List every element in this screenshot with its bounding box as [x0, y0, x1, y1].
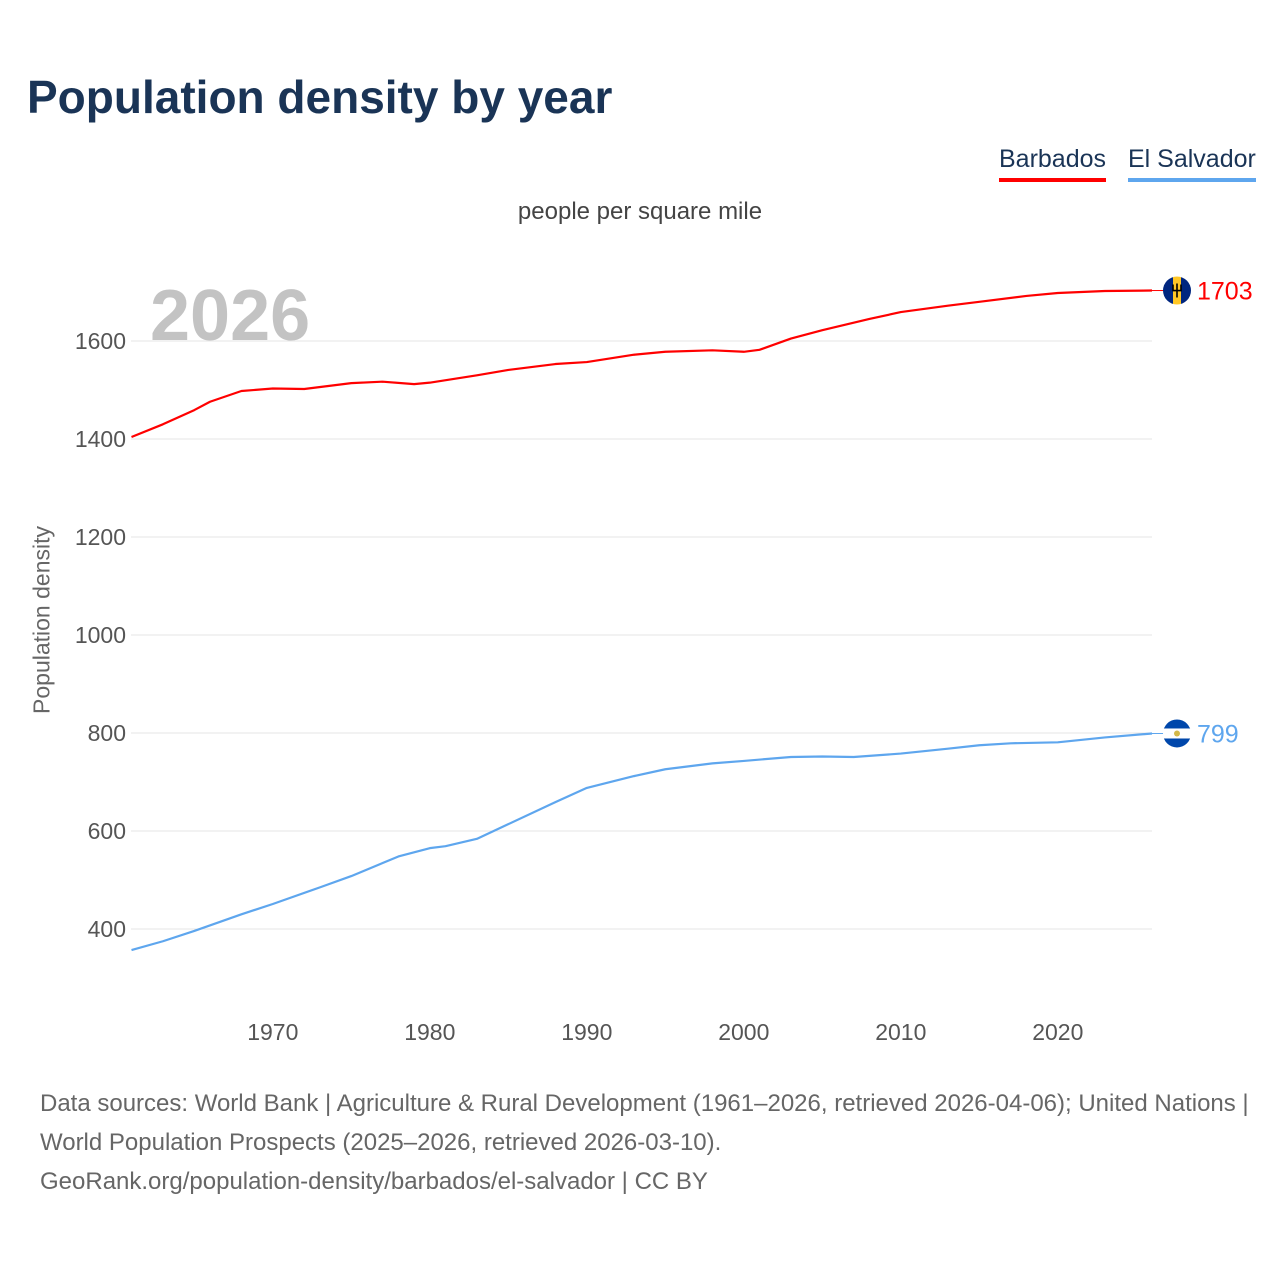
y-tick-label: 1600 — [75, 328, 126, 354]
y-tick-label: 800 — [88, 720, 126, 746]
y-tick-label: 1400 — [75, 426, 126, 452]
current-year-watermark: 2026 — [150, 276, 311, 356]
legend-item-barbados[interactable]: Barbados — [999, 145, 1107, 182]
end-value-label: 1703 — [1197, 278, 1253, 306]
chart-subtitle: people per square mile — [517, 198, 763, 225]
series-line-el-salvador — [131, 732, 1153, 952]
source-link[interactable]: GeoRank.org/population-density/barbados/… — [40, 1168, 708, 1195]
y-tick-label: 1200 — [75, 524, 126, 550]
x-tick-label: 1980 — [404, 1019, 455, 1045]
series-line-barbados — [131, 289, 1153, 439]
x-tick-label: 2020 — [1032, 1019, 1083, 1045]
x-tick-label: 2000 — [718, 1019, 769, 1045]
chart-title: Population density by year — [27, 71, 613, 123]
x-tick-label: 1970 — [247, 1019, 298, 1045]
end-value-label: 799 — [1197, 720, 1239, 748]
el-salvador-flag-icon — [1163, 719, 1191, 748]
source-text: Data sources: World Bank | Agriculture &… — [40, 1090, 1249, 1156]
x-tick-label: 2010 — [875, 1019, 926, 1045]
source-note: Data sources: World Bank | Agriculture &… — [40, 1084, 1250, 1201]
y-tick-label: 400 — [88, 916, 126, 942]
y-tick-label: 600 — [88, 818, 126, 844]
legend-item-el-salvador[interactable]: El Salvador — [1128, 145, 1256, 182]
barbados-flag-icon — [1163, 276, 1191, 305]
y-tick-label: 1000 — [75, 622, 126, 648]
x-tick-label: 1990 — [561, 1019, 612, 1045]
